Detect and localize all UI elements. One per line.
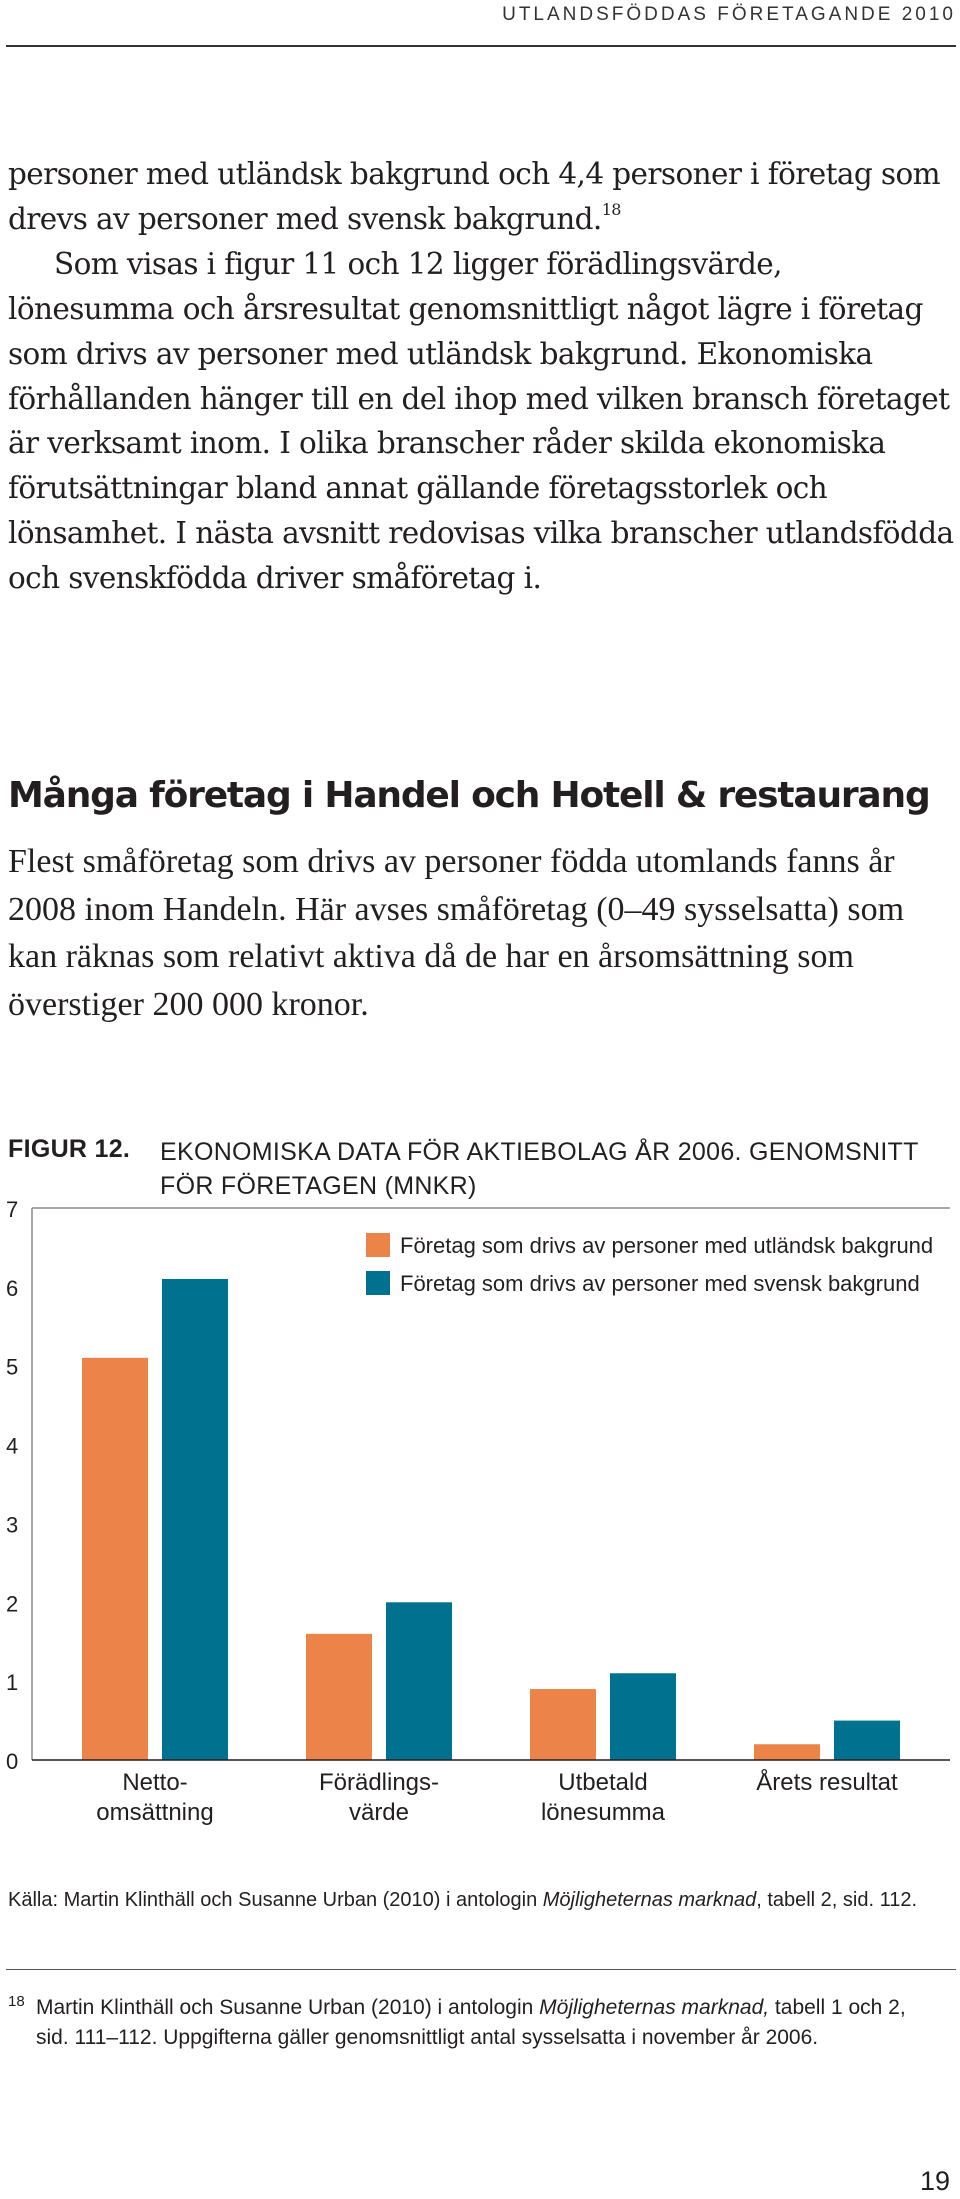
y-axis-ticks: 0 1 2 3 4 5 6 7 [6, 1200, 18, 1774]
bar [82, 1357, 148, 1760]
y-tick-label: 1 [6, 1670, 18, 1695]
bar [306, 1633, 372, 1760]
body-paragraph-1-text: personer med utländsk bakgrund och 4,4 p… [8, 157, 941, 236]
footnote-title: Möjligheternas marknad, [539, 1996, 770, 2019]
source-title: Möjligheternas marknad [542, 1889, 757, 1911]
y-tick-label: 0 [6, 1749, 18, 1774]
bars [82, 1278, 900, 1760]
bar [530, 1689, 596, 1760]
footnote-prefix: Martin Klinthäll och Susanne Urban (2010… [36, 1996, 540, 2019]
y-tick-label: 6 [6, 1276, 18, 1301]
bar [754, 1744, 820, 1760]
source-suffix: , tabell 2, sid. 112. [756, 1889, 918, 1911]
header-rule [6, 45, 956, 47]
x-tick-label: värde [349, 1799, 409, 1826]
footnote: Martin Klinthäll och Susanne Urban (2010… [36, 1993, 936, 2053]
x-tick-label: omsättning [96, 1799, 213, 1826]
figure-label: FIGUR 12. [8, 1135, 131, 1163]
bar [162, 1278, 228, 1760]
x-tick-label: Utbetald [558, 1769, 647, 1796]
body-text: personer med utländsk bakgrund och 4,4 p… [8, 152, 954, 601]
bar [834, 1720, 900, 1760]
footnote-rule [6, 1969, 956, 1970]
legend-label: Företag som drivs av personer med utländ… [400, 1233, 933, 1258]
figure-source: Källa: Martin Klinthäll och Susanne Urba… [8, 1886, 948, 1915]
x-axis-labels: Netto-omsättning Förädlings-värde Utbetald… [96, 1768, 898, 1826]
bar [610, 1673, 676, 1760]
x-tick-label: Netto- [122, 1769, 187, 1796]
bar [386, 1602, 452, 1760]
y-tick-label: 2 [6, 1591, 18, 1616]
x-tick-label: Årets resultat [756, 1768, 898, 1796]
legend: Företag som drivs av personer med utländ… [366, 1233, 933, 1296]
footnote-number: 18 [8, 1993, 25, 2010]
body-paragraph-1: personer med utländsk bakgrund och 4,4 p… [8, 152, 954, 242]
y-tick-label: 5 [6, 1355, 18, 1380]
running-header: UTLANDSFÖDDAS FÖRETAGANDE 2010 [0, 0, 960, 48]
source-prefix: Källa: Martin Klinthäll och Susanne Urba… [8, 1889, 543, 1911]
bar-chart: 0 1 2 3 4 5 6 7 Netto-omsättning Förädlings-värd… [6, 1200, 950, 1826]
y-tick-label: 3 [6, 1512, 18, 1537]
legend-label: Företag som drivs av personer med svensk… [400, 1271, 920, 1296]
body-paragraph-2: Som visas i figur 11 och 12 ligger föräd… [8, 246, 954, 596]
running-header-text: UTLANDSFÖDDAS FÖRETAGANDE 2010 [502, 4, 956, 25]
footnote-reference: 18 [601, 199, 622, 219]
y-tick-label: 4 [6, 1434, 18, 1459]
section-heading: Många företag i Handel och Hotell & rest… [8, 775, 931, 816]
legend-swatch [366, 1233, 390, 1257]
page-number: 19 [919, 2166, 950, 2196]
x-tick-label: Förädlings- [319, 1769, 439, 1796]
legend-swatch [366, 1271, 390, 1295]
section-intro: Flest småföretag som drivs av personer f… [8, 843, 905, 1023]
footnote-suffix: tabell 1 och 2, sid. 111–112. Uppgiftern… [36, 1996, 906, 2049]
y-tick-label: 7 [6, 1200, 18, 1222]
x-tick-label: lönesumma [541, 1799, 666, 1826]
figure-title: EKONOMISKA DATA FÖR AKTIEBOLAG ÅR 2006. … [160, 1138, 919, 1200]
